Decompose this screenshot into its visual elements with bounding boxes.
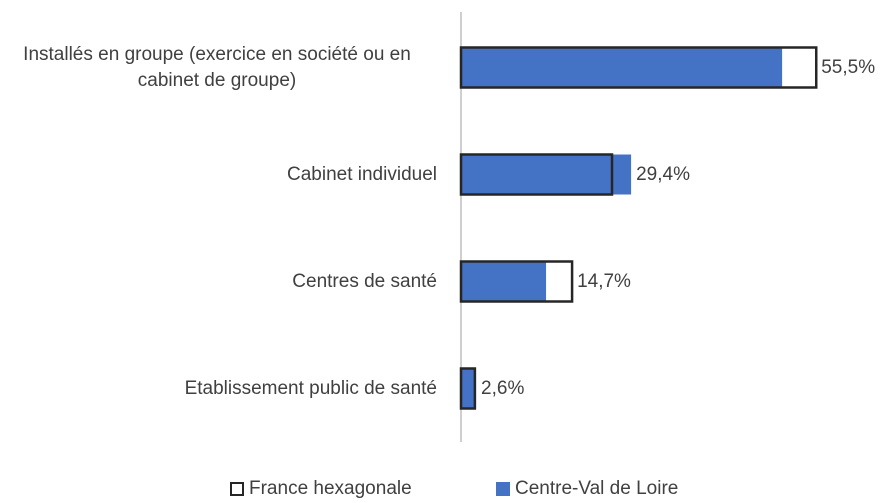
y-tick-label: Cabinet individuel [0,162,437,188]
category-text: Cabinet individuel [287,163,437,185]
legend-label: Centre-Val de Loire [515,478,679,499]
legend-item: France hexagonale [230,478,412,500]
bar [461,261,547,302]
bar-outline [459,260,574,303]
data-label: 2,6% [481,377,525,399]
category-text: Installés en groupe (exercice en société… [23,43,411,91]
bar-outline [459,153,614,196]
bar-outline [459,46,818,89]
bar [461,154,632,195]
y-tick-label: Etablissement public de santé [0,376,437,402]
category-text: Etablissement public de santé [184,377,437,399]
data-label: 29,4% [636,163,690,185]
y-tick-label: Centres de santé [0,269,437,295]
legend-item: Centre-Val de Loire [496,478,678,500]
legend-swatch [230,482,244,496]
legend-label: France hexagonale [249,478,412,499]
data-label: 14,7% [577,270,631,292]
category-text: Centres de santé [292,270,437,292]
bar [461,47,783,88]
legend-swatch [496,482,510,496]
bar [461,368,477,409]
data-label: 55,5% [821,56,876,78]
bar-outline [459,367,477,410]
y-tick-label: Installés en groupe (exercice en société… [0,42,437,94]
